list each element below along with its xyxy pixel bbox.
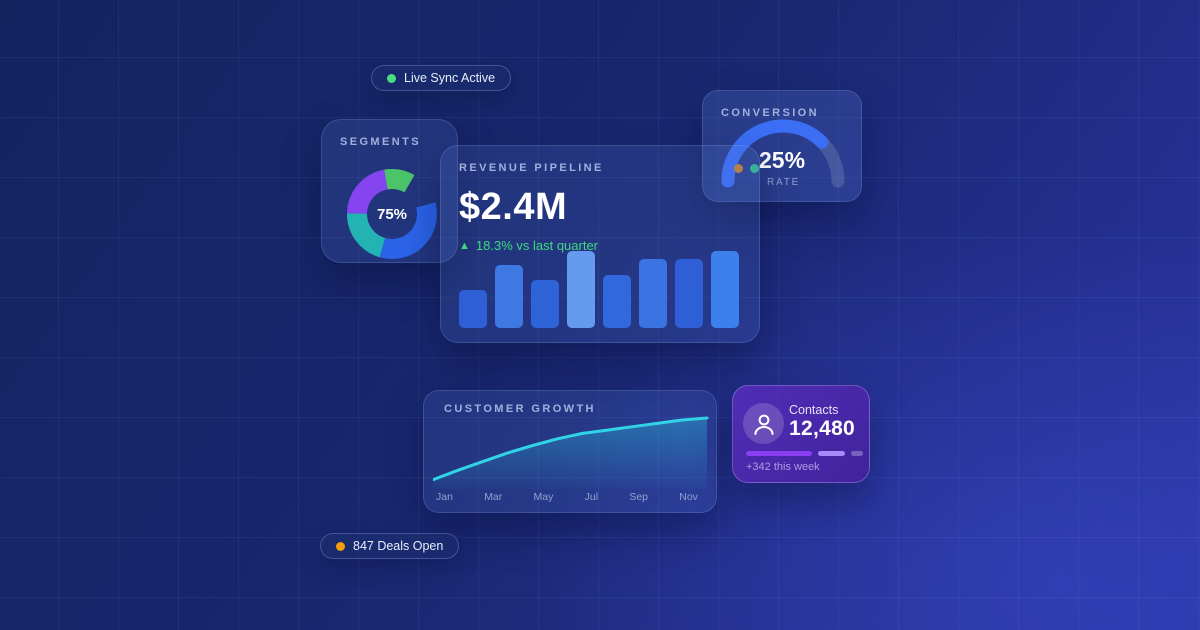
deals-label: 847 Deals Open	[353, 539, 444, 553]
segments-donut-chart: 75%	[344, 166, 440, 262]
donut-chart-svg	[347, 169, 437, 259]
revenue-title: REVENUE PIPELINE	[459, 162, 604, 174]
bar-3	[531, 280, 559, 328]
live-sync-status-dot-icon	[387, 73, 396, 83]
bar-7	[675, 259, 703, 328]
progress-segment-1	[746, 451, 812, 456]
progress-segment-3	[851, 451, 863, 456]
conversion-value: 25%	[759, 147, 806, 173]
gauge-teal-dot-icon	[750, 164, 759, 173]
bar-2	[495, 265, 523, 328]
revenue-change-text: 18.3% vs last quarter	[475, 238, 599, 253]
bar-1	[459, 290, 487, 328]
month-label-may: May	[533, 491, 554, 503]
bar-8	[711, 251, 739, 328]
customer-growth-card: CUSTOMER GROWTH Jan Mar May Jul Sep Nov	[423, 390, 717, 513]
conversion-title: CONVERSION	[721, 107, 819, 119]
month-label-jan: Jan	[436, 491, 453, 503]
progress-segment-2	[818, 451, 845, 456]
contacts-label: Contacts	[789, 403, 839, 417]
live-sync-label: Live Sync Active	[404, 71, 496, 85]
person-icon	[754, 414, 773, 435]
trend-up-icon: ▲	[459, 239, 470, 252]
segments-card: SEGMENTS 75%	[321, 119, 458, 263]
revenue-bar-chart	[459, 250, 739, 328]
conversion-card: CONVERSION 25% RATE	[702, 90, 862, 202]
contacts-progress-bar	[746, 451, 863, 456]
contacts-sublabel: +342 this week	[746, 461, 820, 473]
contacts-card: Contacts 12,480 +342 this week	[732, 385, 870, 483]
deals-status-dot-icon	[336, 541, 345, 551]
bar-4	[567, 251, 595, 328]
revenue-change: ▲ 18.3% vs last quarter	[459, 238, 598, 253]
month-label-sep: Sep	[629, 491, 648, 503]
conversion-unit-label: RATE	[767, 177, 801, 188]
gauge-amber-dot-icon	[734, 164, 743, 173]
donut-center-label: 75%	[376, 205, 408, 223]
growth-area-chart	[433, 416, 709, 489]
growth-title: CUSTOMER GROWTH	[444, 403, 596, 415]
growth-x-axis-labels: Jan Mar May Jul Sep Nov	[436, 491, 698, 503]
revenue-pipeline-card: REVENUE PIPELINE $2.4M ▲ 18.3% vs last q…	[440, 145, 760, 343]
contacts-value: 12,480	[789, 417, 856, 440]
bar-6	[639, 259, 667, 328]
revenue-value: $2.4M	[459, 186, 568, 228]
conversion-gauge-chart	[721, 119, 845, 188]
segments-title: SEGMENTS	[340, 136, 421, 148]
month-label-nov: Nov	[679, 491, 698, 503]
avatar	[743, 403, 784, 444]
month-label-jul: Jul	[584, 491, 599, 503]
deals-open-badge: 847 Deals Open	[320, 533, 460, 559]
live-sync-badge: Live Sync Active	[371, 65, 512, 91]
bar-5	[603, 275, 631, 328]
month-label-mar: Mar	[484, 491, 503, 503]
